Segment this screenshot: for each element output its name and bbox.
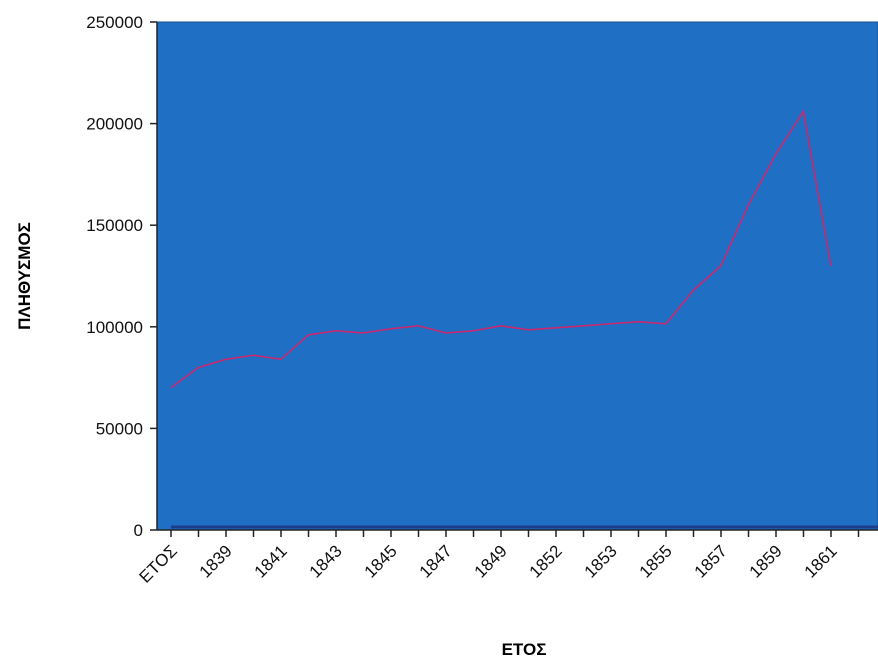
x-axis-title: ΕΤΟΣ [502, 640, 547, 659]
x-tick-label: 1859 [746, 541, 786, 581]
x-tick-label: ΕΤΟΣ [135, 541, 180, 586]
x-tick-label: 1839 [196, 541, 236, 581]
x-tick-label: 1849 [471, 541, 511, 581]
y-tick-label: 100000 [86, 318, 143, 337]
x-tick-label: 1861 [801, 541, 841, 581]
x-axis-ticks: ΕΤΟΣ 1839 1841 1843 1845 1847 1849 1852 1853 1855… [135, 530, 860, 587]
x-tick-label: 1853 [581, 541, 621, 581]
x-tick-label: 1843 [306, 541, 346, 581]
y-tick-label: 50000 [96, 419, 143, 438]
x-tick-label: 1847 [416, 541, 456, 581]
y-axis-ticks: 0 50000 100000 150000 200000 250000 [86, 13, 157, 540]
y-tick-label: 250000 [86, 13, 143, 32]
plot-area [156, 21, 878, 531]
y-tick-label: 150000 [86, 216, 143, 235]
y-tick-label: 200000 [86, 115, 143, 134]
y-tick-label: 0 [134, 521, 143, 540]
x-tick-label: 1845 [361, 541, 401, 581]
x-tick-label: 1852 [526, 541, 566, 581]
series-line-population [170, 109, 832, 389]
x-tick-label: 1855 [636, 541, 676, 581]
x-tick-label: 1857 [691, 541, 731, 581]
y-axis-title: ΠΛΗΘΥΣΜΟΣ [15, 222, 34, 330]
x-tick-label: 1841 [251, 541, 291, 581]
